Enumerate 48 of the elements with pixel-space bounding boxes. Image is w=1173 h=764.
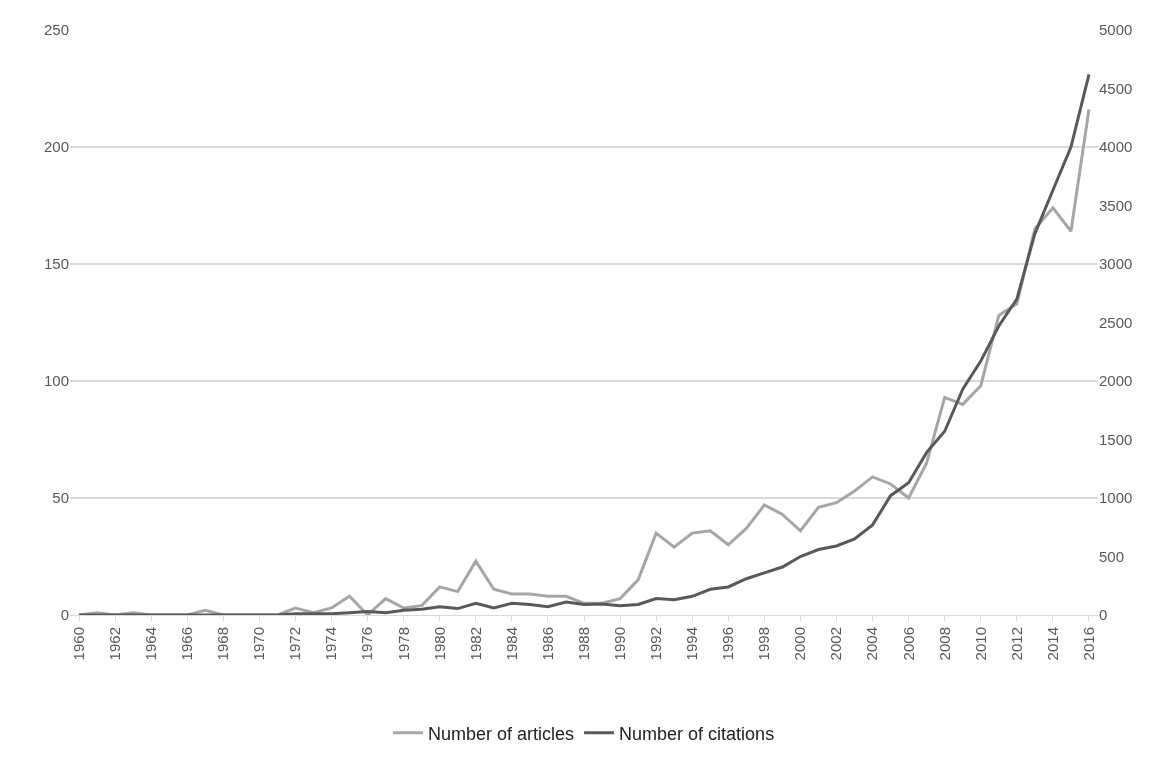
y-tick-label: 250 bbox=[43, 21, 69, 39]
x-tick-label: 1966 bbox=[178, 627, 196, 661]
x-tick-label: 1978 bbox=[394, 627, 412, 661]
y2-tick-label: 4500 bbox=[1099, 79, 1133, 97]
x-tick-label: 2014 bbox=[1043, 627, 1061, 661]
y-tick-label: 100 bbox=[43, 372, 69, 390]
x-tick-label: 1968 bbox=[214, 627, 232, 661]
y2-tick-label: 3500 bbox=[1099, 196, 1133, 214]
x-tick-label: 2006 bbox=[899, 627, 917, 661]
y2-tick-label: 5000 bbox=[1099, 21, 1133, 39]
x-tick-label: 1960 bbox=[69, 627, 87, 661]
y-tick-label: 0 bbox=[60, 606, 69, 624]
x-tick-label: 1970 bbox=[250, 627, 268, 661]
y2-tick-label: 2000 bbox=[1099, 372, 1133, 390]
y2-tick-label: 3000 bbox=[1099, 255, 1133, 273]
y-tick-label: 200 bbox=[43, 138, 69, 156]
x-tick-label: 2000 bbox=[791, 627, 809, 661]
x-tick-label: 1990 bbox=[610, 627, 628, 661]
x-tick-label: 2016 bbox=[1079, 627, 1097, 661]
x-tick-label: 1974 bbox=[322, 627, 340, 661]
legend-label: Number of articles bbox=[428, 723, 575, 744]
y-tick-label: 150 bbox=[43, 255, 69, 273]
x-tick-label: 1964 bbox=[142, 627, 160, 661]
x-tick-label: 1996 bbox=[719, 627, 737, 661]
x-tick-label: 1994 bbox=[683, 627, 701, 661]
legend-label: Number of citations bbox=[619, 723, 775, 744]
x-tick-label: 1962 bbox=[105, 627, 123, 661]
x-tick-label: 1984 bbox=[502, 627, 520, 661]
y2-tick-label: 4000 bbox=[1099, 138, 1133, 156]
x-tick-label: 1992 bbox=[647, 627, 665, 661]
y2-tick-label: 1000 bbox=[1099, 489, 1133, 507]
y-tick-label: 50 bbox=[52, 489, 69, 507]
x-tick-label: 1998 bbox=[755, 627, 773, 661]
x-tick-label: 1982 bbox=[466, 627, 484, 661]
x-tick-label: 1980 bbox=[430, 627, 448, 661]
x-tick-label: 1988 bbox=[574, 627, 592, 661]
x-tick-label: 2002 bbox=[827, 627, 845, 661]
x-tick-label: 1972 bbox=[286, 627, 304, 661]
x-tick-label: 2010 bbox=[971, 627, 989, 661]
y2-tick-label: 1500 bbox=[1099, 430, 1133, 448]
x-tick-label: 2008 bbox=[935, 627, 953, 661]
x-tick-label: 2004 bbox=[863, 627, 881, 661]
x-tick-label: 1986 bbox=[538, 627, 556, 661]
x-tick-label: 2012 bbox=[1007, 627, 1025, 661]
y2-tick-label: 0 bbox=[1099, 606, 1108, 624]
x-tick-label: 1976 bbox=[358, 627, 376, 661]
y2-tick-label: 500 bbox=[1099, 547, 1125, 565]
y2-tick-label: 2500 bbox=[1099, 313, 1133, 331]
